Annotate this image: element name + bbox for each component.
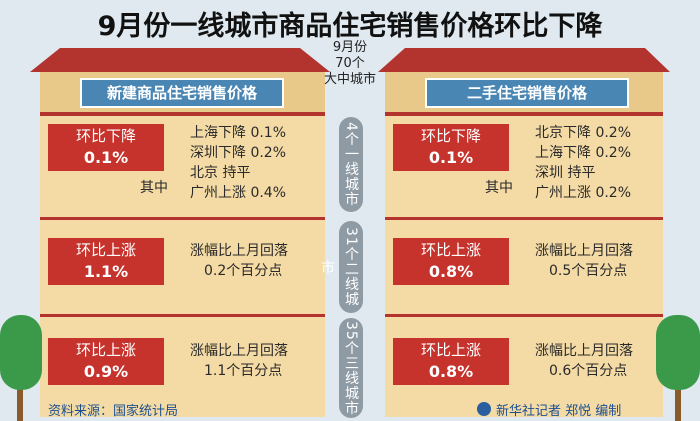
detail: 深圳 持平 [535, 165, 596, 181]
badge-label: 环比下降 [75, 127, 136, 145]
detail: 深圳下降 0.2% [190, 145, 287, 161]
badge-label: 环比上涨 [420, 241, 481, 259]
detail: 涨幅比上月回落 [190, 343, 288, 359]
badge: 环比下降 0.1% [393, 124, 509, 171]
badge-label: 环比下降 [420, 127, 481, 145]
detail: 广州上涨 0.4% [190, 185, 287, 201]
note: 其中 [140, 180, 168, 196]
credit: 新华社记者 郑悦 编制 [496, 404, 622, 419]
badge: 环比上涨 0.9% [48, 338, 164, 385]
badge: 环比上涨 0.8% [393, 238, 509, 285]
badge-label: 环比上涨 [75, 341, 136, 359]
badge-value: 0.8% [428, 362, 474, 381]
detail: 北京下降 0.2% [535, 125, 632, 141]
badge-label: 环比上涨 [75, 241, 136, 259]
center-line: 9月份 [332, 40, 368, 55]
title: 9月份一线城市商品住宅销售价格环比下降 [97, 11, 603, 42]
detail: 0.2个百分点 [204, 263, 283, 279]
detail: 北京 持平 [190, 165, 251, 181]
badge-value: 0.8% [428, 262, 474, 281]
detail: 涨幅比上月回落 [535, 343, 633, 359]
badge: 环比下降 0.1% [48, 124, 164, 171]
detail: 1.1个百分点 [204, 363, 283, 379]
tier-label: 31个二线城市 [319, 221, 363, 313]
center-label: 9月份 70个 大中城市 [310, 40, 390, 88]
detail: 上海下降 0.1% [190, 125, 287, 141]
badge-label: 环比上涨 [420, 341, 481, 359]
detail: 涨幅比上月回落 [190, 243, 288, 259]
source: 资料来源：国家统计局 [48, 404, 179, 419]
detail: 上海下降 0.2% [535, 145, 632, 161]
badge: 环比上涨 0.8% [393, 338, 509, 385]
badge-value: 0.1% [428, 148, 474, 167]
detail: 0.5个百分点 [549, 263, 628, 279]
detail: 0.6个百分点 [549, 363, 628, 379]
tier-label: 35个三线城市 [339, 318, 363, 418]
detail: 广州上涨 0.2% [535, 185, 632, 201]
note: 其中 [485, 180, 513, 196]
badge-value: 0.1% [83, 148, 129, 167]
house-title: 二手住宅销售价格 [425, 78, 629, 108]
detail: 涨幅比上月回落 [535, 243, 633, 259]
center-line: 大中城市 [323, 72, 376, 87]
house-title: 新建商品住宅销售价格 [80, 78, 284, 108]
badge-value: 0.9% [83, 362, 129, 381]
badge: 环比上涨 1.1% [48, 238, 164, 285]
tier-label: 4个一线城市 [339, 117, 363, 212]
badge-value: 1.1% [83, 262, 129, 281]
center-line: 70个 [335, 56, 365, 71]
